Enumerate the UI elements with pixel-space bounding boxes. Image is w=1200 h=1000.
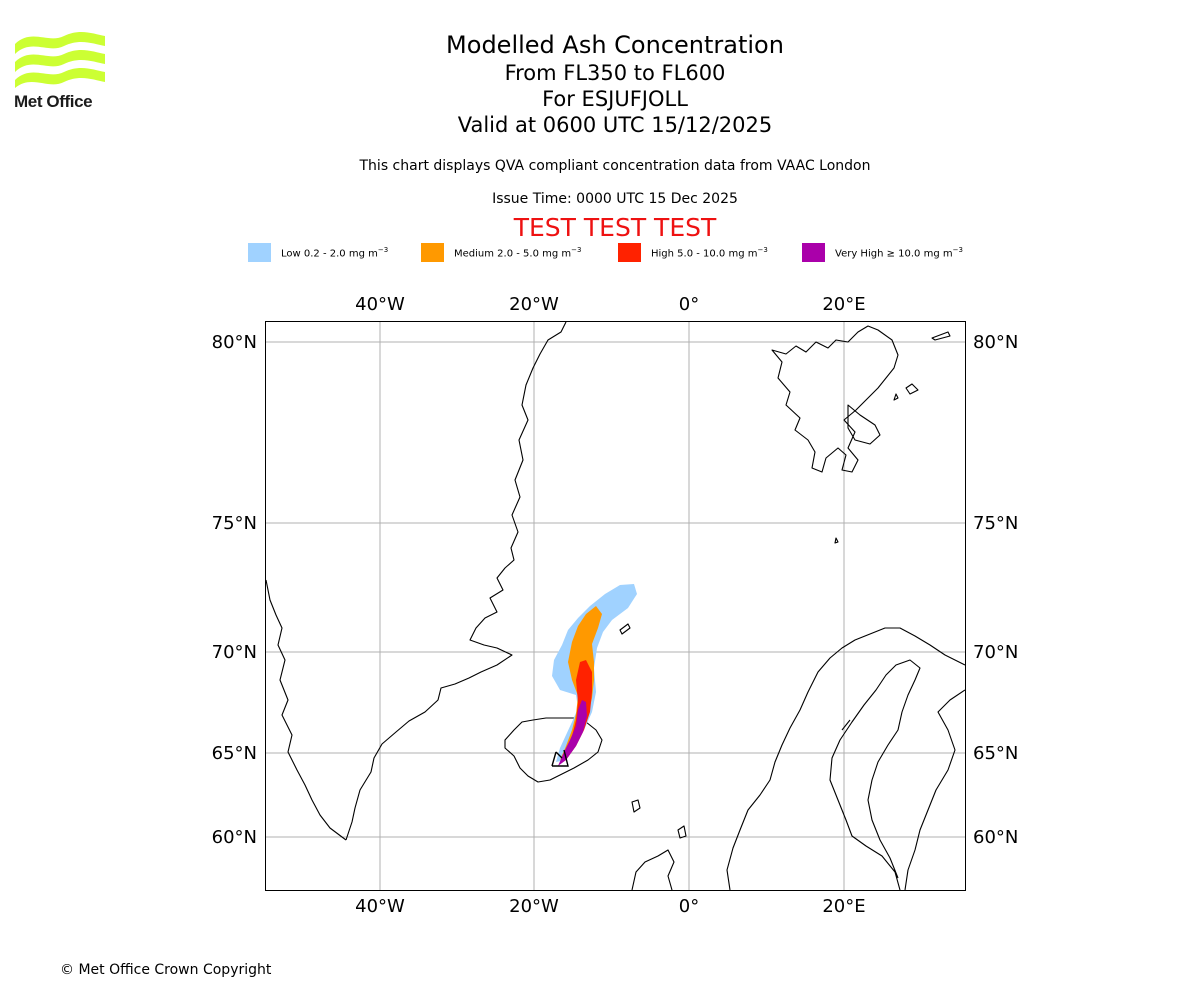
volcano-marker-icon [551, 749, 569, 767]
lat-label-left-60n: 60°N [212, 827, 257, 848]
coast-greenland-west [266, 579, 347, 841]
coastlines [266, 322, 965, 890]
coast-svalbard [771, 325, 899, 473]
lat-label-left-75n: 75°N [212, 513, 257, 534]
flight-level-range: From FL350 to FL600 [504, 61, 726, 85]
legend-label-medium: Medium 2.0 - 5.0 mg m [454, 248, 572, 260]
lat-label-right-65n: 65°N [973, 743, 1018, 764]
met-office-logo-icon [15, 31, 105, 88]
chart-title-block: Modelled Ash Concentration From FL350 to… [0, 30, 1200, 138]
map-frame [265, 321, 966, 891]
legend-label-low: Low 0.2 - 2.0 mg m [281, 248, 378, 260]
lon-label-bottom-40w: 40°W [355, 896, 405, 917]
chart-title: Modelled Ash Concentration [446, 31, 784, 59]
lat-label-right-80n: 80°N [973, 332, 1018, 353]
lon-label-top-20e: 20°E [822, 294, 865, 315]
ash-area-high [560, 660, 592, 764]
legend-item-high: High 5.0 - 10.0 mg m−3 [618, 243, 768, 262]
legend-item-medium: Medium 2.0 - 5.0 mg m−3 [421, 243, 581, 262]
legend-swatch-high [618, 243, 641, 262]
coast-scandinavia [726, 627, 965, 890]
coast-greenland-east [345, 322, 567, 841]
legend: Low 0.2 - 2.0 mg m−3 Medium 2.0 - 5.0 mg… [0, 243, 1200, 265]
lat-label-left-70n: 70°N [212, 642, 257, 663]
lon-label-bottom-0: 0° [679, 896, 699, 917]
coast-scotland [631, 849, 675, 890]
valid-time: Valid at 0600 UTC 15/12/2025 [457, 113, 773, 137]
lat-label-right-70n: 70°N [973, 642, 1018, 663]
graticule [266, 322, 965, 890]
coast-bothnia [829, 659, 921, 890]
legend-swatch-very-high [802, 243, 825, 262]
legend-swatch-medium [421, 243, 444, 262]
issue-time: Issue Time: 0000 UTC 15 Dec 2025 [492, 191, 738, 207]
lat-label-right-75n: 75°N [973, 513, 1018, 534]
lat-label-right-60n: 60°N [973, 827, 1018, 848]
legend-item-low: Low 0.2 - 2.0 mg m−3 [248, 243, 388, 262]
legend-swatch-low [248, 243, 271, 262]
legend-item-very-high: Very High ≥ 10.0 mg m−3 [802, 243, 963, 262]
test-banner: TEST TEST TEST [513, 213, 717, 242]
lat-label-left-80n: 80°N [212, 332, 257, 353]
volcano-name: For ESJUFJOLL [542, 87, 688, 111]
legend-label-very-high: Very High ≥ 10.0 mg m [835, 248, 953, 260]
lon-label-top-0: 0° [679, 294, 699, 315]
ash-cloud [552, 584, 637, 766]
ash-area-very-high [558, 700, 587, 766]
legend-label-high: High 5.0 - 10.0 mg m [651, 248, 758, 260]
lon-label-bottom-20w: 20°W [509, 896, 559, 917]
lat-label-left-65n: 65°N [212, 743, 257, 764]
copyright: © Met Office Crown Copyright [60, 962, 272, 978]
lon-label-bottom-20e: 20°E [822, 896, 865, 917]
logo-wordmark: Met Office [14, 92, 93, 111]
coast-iceland [504, 717, 603, 783]
lon-label-top-40w: 40°W [355, 294, 405, 315]
chart-subtitle: This chart displays QVA compliant concen… [359, 158, 871, 174]
ash-area-low [552, 584, 637, 762]
lon-label-top-20w: 20°W [509, 294, 559, 315]
